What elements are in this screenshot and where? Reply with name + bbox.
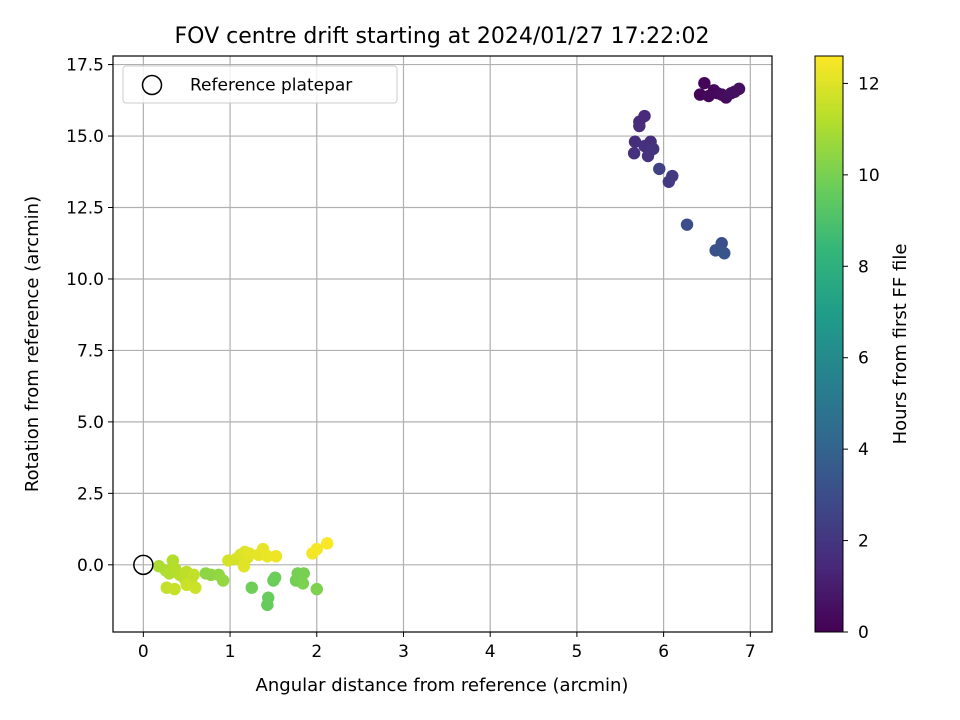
- colorbar-tick-label: 10: [858, 166, 880, 186]
- legend: Reference platepar: [122, 65, 398, 104]
- data-point: [168, 582, 181, 596]
- y-tick-label: 5.0: [77, 413, 104, 433]
- colorbar-tick-label: 6: [858, 349, 869, 369]
- legend-box: [122, 65, 398, 104]
- data-point: [653, 162, 666, 176]
- data-point: [633, 119, 646, 133]
- data-point: [680, 218, 694, 231]
- x-tick-label: 1: [225, 642, 236, 662]
- legend-reference-marker: [141, 74, 163, 96]
- colorbar-tick-label: 0: [858, 623, 869, 643]
- colorbar-tick-label: 12: [858, 74, 880, 94]
- y-tick-label: 7.5: [77, 341, 104, 361]
- x-tick-label: 0: [138, 642, 149, 662]
- x-tick-label: 2: [311, 642, 322, 662]
- grid-lines: [113, 56, 772, 632]
- y-tick-label: 15.0: [66, 127, 104, 147]
- x-axis-label: Angular distance from reference (arcmin): [256, 675, 629, 696]
- colorbar-tick-label: 2: [858, 532, 869, 552]
- x-axis-ticks: 0 1 2 3 4 5 6 7: [138, 632, 756, 662]
- colorbar: [814, 55, 844, 633]
- x-tick-label: 6: [658, 642, 669, 662]
- data-point: [310, 582, 323, 596]
- data-point: [647, 142, 660, 156]
- data-point: [245, 581, 258, 594]
- data-point: [216, 574, 230, 587]
- data-point: [698, 76, 711, 90]
- colorbar-label: Hours from first FF file: [890, 244, 911, 445]
- x-tick-label: 7: [745, 642, 756, 662]
- y-tick-label: 10.0: [66, 270, 104, 290]
- reference-platepar-marker: [133, 554, 154, 576]
- y-tick-label: 0.0: [77, 556, 104, 576]
- data-point: [296, 577, 310, 590]
- data-point: [269, 550, 283, 563]
- data-point: [627, 146, 641, 160]
- data-point: [628, 135, 642, 148]
- data-point: [732, 82, 746, 96]
- chart-title: FOV centre drift starting at 2024/01/27 …: [175, 24, 710, 49]
- data-point: [242, 547, 256, 560]
- data-point: [261, 550, 274, 563]
- legend-entry: Reference platepar: [190, 76, 352, 96]
- data-point: [187, 568, 200, 582]
- y-axis-label: Rotation from reference (arcmin): [22, 196, 43, 492]
- colorbar-tick-label: 4: [858, 440, 869, 460]
- data-point: [262, 591, 275, 604]
- colorbar-ticks: 0 2 4 6 8 10 12: [843, 74, 880, 643]
- y-tick-label: 2.5: [77, 484, 104, 504]
- y-axis-ticks: 0.0 2.5 5.0 7.5 10.0 12.5 15.0 17.5: [66, 56, 113, 576]
- reference-marker: [133, 554, 154, 576]
- scatter-points: [152, 76, 746, 612]
- y-tick-label: 12.5: [66, 199, 104, 219]
- x-tick-label: 4: [485, 642, 496, 662]
- data-point: [189, 581, 202, 594]
- colorbar-tick-label: 8: [858, 257, 869, 277]
- x-tick-label: 5: [571, 642, 582, 662]
- data-point: [237, 560, 251, 573]
- plot-frame: [112, 55, 773, 633]
- x-tick-label: 3: [398, 642, 409, 662]
- y-tick-label: 17.5: [66, 56, 104, 76]
- data-point: [718, 247, 731, 260]
- data-point: [297, 567, 310, 580]
- data-point: [310, 542, 323, 556]
- data-point: [662, 175, 676, 188]
- data-point: [320, 537, 334, 550]
- data-point: [268, 571, 282, 584]
